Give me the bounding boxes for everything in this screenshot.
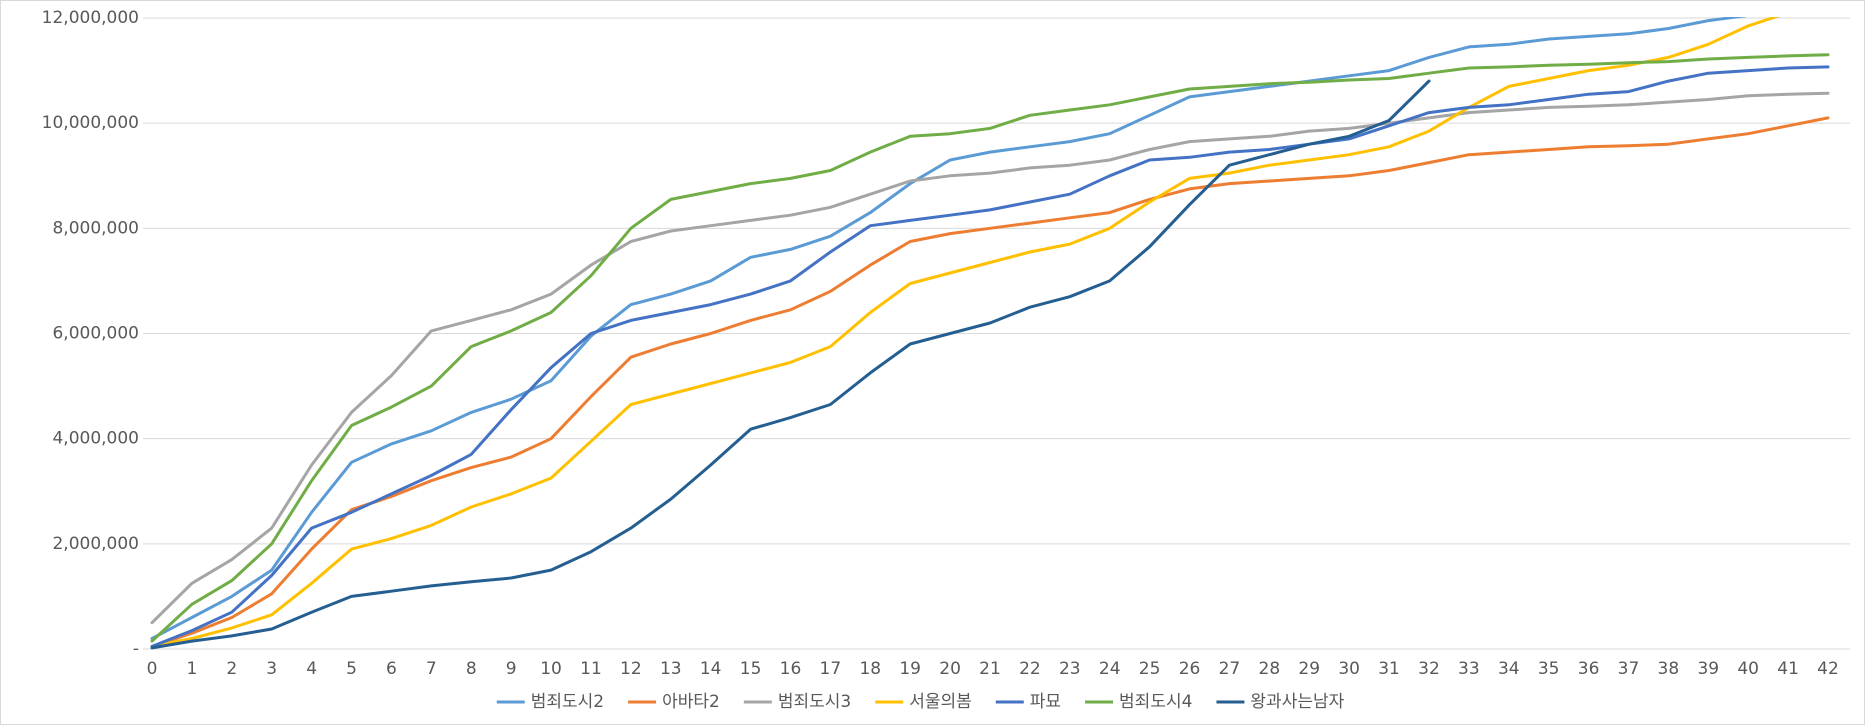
y-tick-label: 6,000,000: [52, 324, 139, 344]
x-tick-label: 39: [1697, 659, 1719, 679]
x-tick-label: 14: [700, 659, 722, 679]
x-tick-label: 40: [1737, 659, 1759, 679]
plot-lines: [150, 17, 1830, 650]
x-tick-label: 2: [226, 659, 237, 679]
x-tick-label: 38: [1658, 659, 1680, 679]
x-tick-label: 27: [1219, 659, 1241, 679]
x-tick-label: 18: [859, 659, 881, 679]
series-line: [150, 65, 1830, 648]
x-tick-label: 37: [1618, 659, 1640, 679]
legend-label: 파묘: [1030, 692, 1061, 712]
x-tick-label: 0: [147, 659, 158, 679]
x-tick-label: 32: [1418, 659, 1440, 679]
series-line: [150, 116, 1830, 648]
x-tick-label: 10: [540, 659, 562, 679]
x-tick-label: 6: [386, 659, 397, 679]
x-tick-label: 31: [1378, 659, 1400, 679]
y-tick-label: 4,000,000: [52, 429, 139, 449]
x-tick-label: 13: [660, 659, 682, 679]
x-tick-label: 30: [1338, 659, 1360, 679]
x-tick-label: 23: [1059, 659, 1081, 679]
x-tick-label: 36: [1578, 659, 1600, 679]
x-tick-label: 20: [939, 659, 961, 679]
y-tick-label: 10,000,000: [42, 113, 139, 133]
x-tick-label: 9: [506, 659, 517, 679]
x-tick-label: 15: [740, 659, 762, 679]
x-tick-label: 35: [1538, 659, 1560, 679]
x-tick-label: 8: [466, 659, 477, 679]
series-line: [150, 91, 1830, 625]
x-tick-label: 11: [580, 659, 602, 679]
y-tick-label: 8,000,000: [52, 218, 139, 238]
x-tick-label: 29: [1298, 659, 1320, 679]
legend-label: 범죄도시2: [531, 692, 604, 712]
x-tick-label: 24: [1099, 659, 1121, 679]
y-tick-label: 2,000,000: [52, 534, 139, 554]
x-tick-label: 16: [780, 659, 802, 679]
x-tick-label: 33: [1458, 659, 1480, 679]
x-tick-label: 42: [1817, 659, 1839, 679]
x-tick-label: 12: [620, 659, 642, 679]
x-tick-label: 26: [1179, 659, 1201, 679]
x-tick-label: 5: [346, 659, 357, 679]
x-tick-label: 4: [306, 659, 317, 679]
x-tick-label: 1: [186, 659, 197, 679]
x-tick-label: 21: [979, 659, 1001, 679]
x-tick-label: 28: [1259, 659, 1281, 679]
y-tick-label: -: [133, 639, 139, 659]
x-tick-label: 3: [266, 659, 277, 679]
series-line: [150, 17, 1748, 640]
x-tick-label: 25: [1139, 659, 1161, 679]
legend-label: 아바타2: [662, 692, 720, 712]
legend-label: 왕과사는남자: [1250, 692, 1344, 712]
x-tick-label: 19: [899, 659, 921, 679]
legend-label: 범죄도시3: [778, 692, 851, 712]
series-line: [150, 79, 1431, 650]
x-tick-label: 34: [1498, 659, 1520, 679]
series-line: [150, 53, 1830, 643]
x-tick-label: 17: [820, 659, 842, 679]
x-tick-label: 41: [1777, 659, 1799, 679]
y-tick-label: 12,000,000: [42, 8, 139, 28]
x-tick-label: 22: [1019, 659, 1041, 679]
legend-label: 서울의봄: [909, 692, 972, 712]
x-tick-label: 7: [426, 659, 437, 679]
series-line: [150, 17, 1780, 648]
legend-label: 범죄도시4: [1119, 692, 1192, 712]
